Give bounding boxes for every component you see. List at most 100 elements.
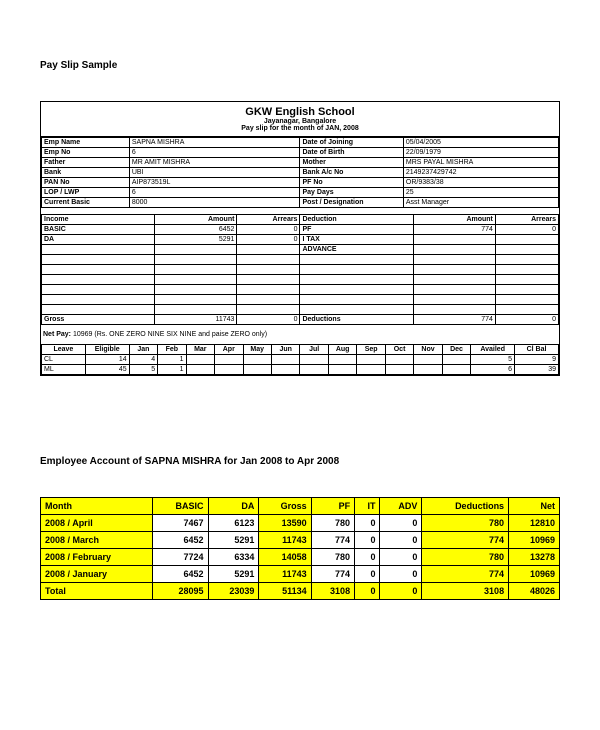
leave-cell (442, 355, 470, 365)
account-total-cell: 23039 (208, 583, 259, 600)
leave-cell: 45 (85, 365, 129, 375)
account-title: Employee Account of SAPNA MISHRA for Jan… (40, 456, 560, 467)
leave-cell (186, 355, 214, 365)
account-cell: 774 (422, 532, 509, 549)
account-table: MonthBASICDAGrossPFITADVDeductionsNet 20… (40, 497, 560, 600)
leave-cell: ML (42, 365, 86, 375)
account-header: Gross (259, 498, 311, 515)
deduction-name (300, 275, 413, 285)
account-cell: 0 (380, 532, 422, 549)
leave-header: Feb (158, 345, 186, 355)
deduction-amount (413, 245, 495, 255)
leave-header: Dec (442, 345, 470, 355)
account-total-cell: Total (41, 583, 153, 600)
earnings-row (42, 295, 559, 305)
deduction-arrears (495, 255, 558, 265)
info-label: PAN No (42, 178, 130, 188)
netpay: Net Pay: 10969 (Rs. ONE ZERO NINE SIX NI… (41, 325, 559, 344)
account-cell: 10969 (509, 566, 560, 583)
income-arrears (237, 255, 300, 265)
leave-header: Mar (186, 345, 214, 355)
info-row: Emp No6Date of Birth22/09/1979 (42, 148, 559, 158)
info-label: Date of Birth (300, 148, 403, 158)
deduction-arrears (495, 285, 558, 295)
leave-cell: CL (42, 355, 86, 365)
account-cell: 7467 (153, 515, 208, 532)
account-cell: 2008 / January (41, 566, 153, 583)
leave-header: Oct (385, 345, 413, 355)
leave-header: Jul (300, 345, 328, 355)
account-cell: 774 (311, 532, 354, 549)
leave-cell (243, 355, 271, 365)
account-total-row: Total280952303951134310800310848026 (41, 583, 560, 600)
deduction-amount (413, 285, 495, 295)
account-cell: 12810 (509, 515, 560, 532)
account-header: IT (355, 498, 380, 515)
deduction-name (300, 285, 413, 295)
account-total-cell: 0 (380, 583, 422, 600)
leave-cell (215, 355, 243, 365)
info-table: Emp NameSAPNA MISHRADate of Joining05/04… (41, 137, 559, 208)
deduction-name: ADVANCE (300, 245, 413, 255)
payslip-subtitle: Pay slip for the month of JAN, 2008 (45, 125, 555, 132)
account-header: BASIC (153, 498, 208, 515)
deduction-name (300, 255, 413, 265)
deductions-arrears: 0 (495, 315, 558, 325)
info-value: 6 (129, 148, 300, 158)
account-header: Deductions (422, 498, 509, 515)
info-value: MRS PAYAL MISHRA (403, 158, 558, 168)
info-label: Bank (42, 168, 130, 178)
account-cell: 0 (380, 515, 422, 532)
account-cell: 774 (311, 566, 354, 583)
income-amount (155, 275, 237, 285)
leave-header: Availed (471, 345, 515, 355)
payslip-box: GKW English School Jayanagar, Bangalore … (40, 101, 560, 376)
gross-row: Gross 11743 0 Deductions 774 0 (42, 315, 559, 325)
deduction-amount (413, 295, 495, 305)
earnings-row (42, 305, 559, 315)
info-value: SAPNA MISHRA (129, 138, 300, 148)
account-cell: 11743 (259, 566, 311, 583)
account-cell: 11743 (259, 532, 311, 549)
account-cell: 0 (355, 566, 380, 583)
deduction-arrears (495, 275, 558, 285)
info-label: Current Basic (42, 198, 130, 208)
income-amount (155, 245, 237, 255)
account-cell: 780 (422, 515, 509, 532)
gross-arrears: 0 (237, 315, 300, 325)
account-cell: 2008 / February (41, 549, 153, 566)
account-cell: 780 (311, 515, 354, 532)
deduction-arrears (495, 245, 558, 255)
income-amount: 5291 (155, 235, 237, 245)
leave-cell: 1 (158, 365, 186, 375)
income-arrears (237, 265, 300, 275)
deduction-amount: 774 (413, 225, 495, 235)
payslip-header: GKW English School Jayanagar, Bangalore … (41, 102, 559, 137)
leave-cell: 4 (129, 355, 157, 365)
account-total-cell: 28095 (153, 583, 208, 600)
account-cell: 13278 (509, 549, 560, 566)
earnings-row: BASIC64520PF7740 (42, 225, 559, 235)
income-amount (155, 255, 237, 265)
gross-amount: 11743 (155, 315, 237, 325)
deduction-arrears (495, 305, 558, 315)
leave-cell: 5 (129, 365, 157, 375)
leave-header: Sep (357, 345, 385, 355)
account-cell: 0 (355, 532, 380, 549)
earnings-row (42, 265, 559, 275)
deduction-amount (413, 235, 495, 245)
leave-cell (357, 355, 385, 365)
account-header: Net (509, 498, 560, 515)
account-header-row: MonthBASICDAGrossPFITADVDeductionsNet (41, 498, 560, 515)
netpay-label: Net Pay: (43, 331, 71, 338)
leave-cell: 5 (471, 355, 515, 365)
account-total-cell: 3108 (311, 583, 354, 600)
leave-cell (271, 365, 299, 375)
d-arrears-header: Arrears (495, 215, 558, 225)
deductions-amount: 774 (413, 315, 495, 325)
leave-cell (243, 365, 271, 375)
income-amount: 6452 (155, 225, 237, 235)
account-cell: 0 (380, 566, 422, 583)
info-value: AIP873519L (129, 178, 300, 188)
earnings-row (42, 285, 559, 295)
